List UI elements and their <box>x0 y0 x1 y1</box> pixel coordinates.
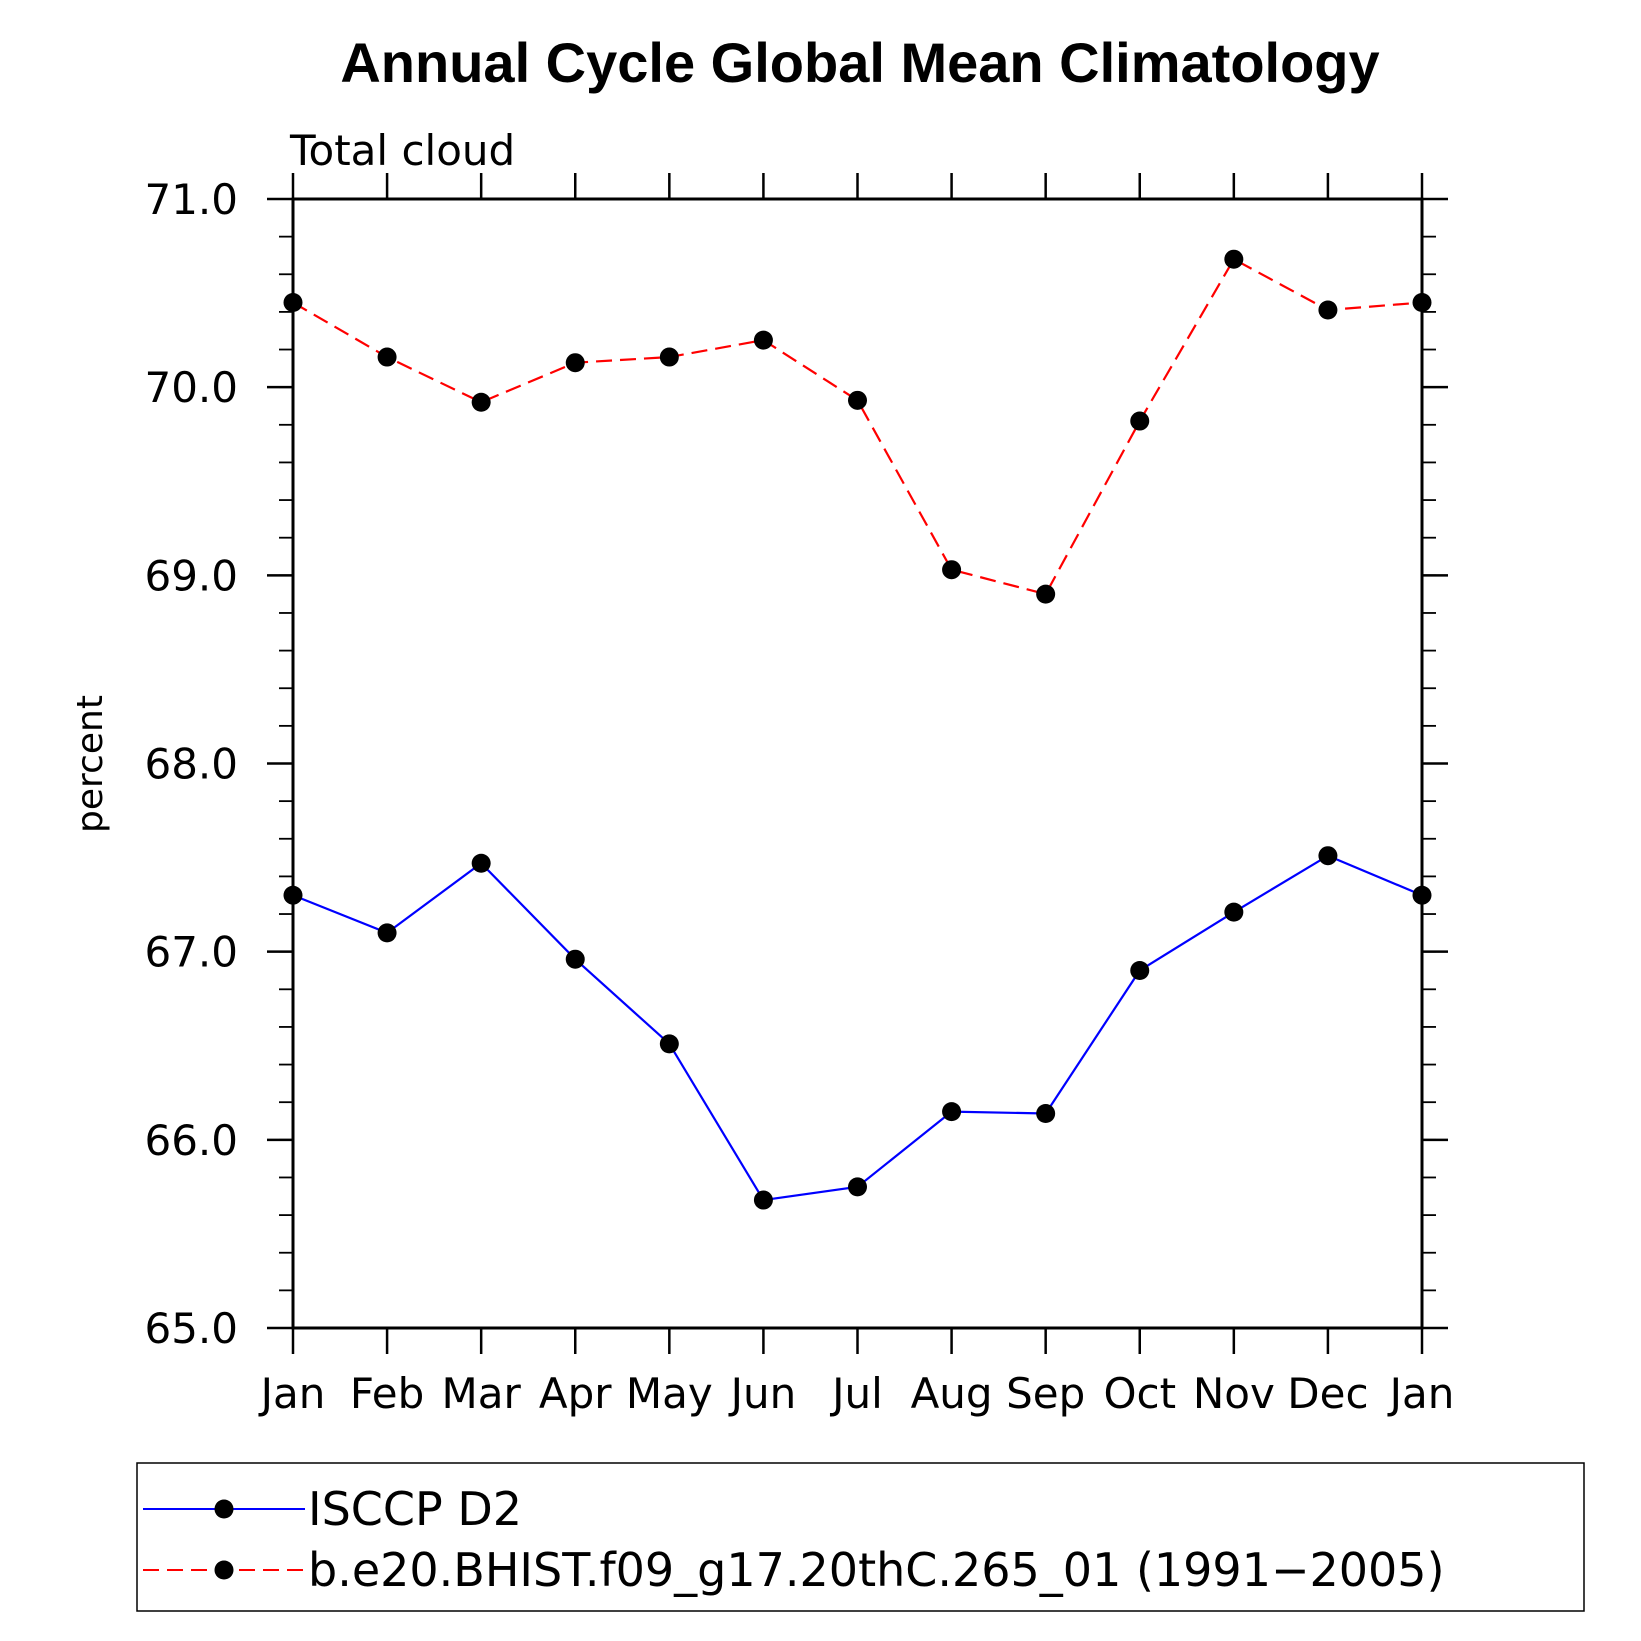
data-point <box>471 392 491 412</box>
data-point <box>1130 960 1150 980</box>
x-tick-label: Jul <box>829 1369 883 1418</box>
x-tick-label: Dec <box>1287 1369 1368 1418</box>
legend: ISCCP D2 b.e20.BHIST.f09_g17.20thC.265_0… <box>136 1462 1585 1612</box>
y-tick-label: 70.0 <box>144 363 238 412</box>
data-point <box>1224 249 1244 269</box>
data-point <box>1412 885 1432 905</box>
data-point <box>659 347 679 367</box>
data-point <box>565 949 585 969</box>
x-tick-label: Jan <box>1387 1369 1455 1418</box>
y-tick-label: 66.0 <box>144 1116 238 1165</box>
x-tick-label: Oct <box>1103 1369 1176 1418</box>
plot-frame <box>291 197 1424 1330</box>
axes: Jan Feb Mar Apr May Jun Jul Aug Sep Oct Nov Dec Jan 6… <box>144 173 1454 1418</box>
x-tick-label: Apr <box>539 1369 612 1418</box>
data-point <box>377 923 397 943</box>
data-point <box>942 560 962 580</box>
data-point <box>1224 902 1244 922</box>
series-group <box>283 249 1432 1210</box>
data-point <box>1412 292 1432 312</box>
data-point <box>1036 584 1056 604</box>
x-tick-label: Jun <box>728 1369 797 1418</box>
x-tick-label: Jan <box>258 1369 326 1418</box>
y-tick-label: 67.0 <box>144 928 238 977</box>
y-tick-label: 68.0 <box>144 740 238 789</box>
data-point <box>377 347 397 367</box>
legend-label-model: b.e20.BHIST.f09_g17.20thC.265_01 (1991−2… <box>308 1543 1445 1597</box>
data-point <box>1318 300 1338 320</box>
data-point <box>753 330 773 350</box>
data-point <box>1036 1103 1056 1123</box>
x-tick-label: Nov <box>1193 1369 1275 1418</box>
chart-title: Annual Cycle Global Mean Climatology <box>340 31 1379 94</box>
x-tick-label: Sep <box>1006 1369 1085 1418</box>
y-tick-label: 71.0 <box>144 175 238 224</box>
series-line-1 <box>292 257 1423 596</box>
data-point <box>283 292 303 312</box>
x-tick-label: Feb <box>350 1369 424 1418</box>
chart-subtitle: Total cloud <box>289 126 515 175</box>
y-axis-label: percent <box>70 695 111 833</box>
data-point <box>753 1190 773 1210</box>
data-point <box>1318 846 1338 866</box>
legend-marker-isccp <box>214 1499 234 1519</box>
data-point <box>659 1034 679 1054</box>
x-tick-label: Mar <box>442 1369 522 1418</box>
series-line-0 <box>292 854 1423 1202</box>
legend-label-isccp: ISCCP D2 <box>308 1482 522 1536</box>
x-tick-label: Aug <box>911 1369 993 1418</box>
legend-box <box>136 1462 1585 1612</box>
data-point <box>1130 411 1150 431</box>
data-point <box>471 853 491 873</box>
y-tick-label: 65.0 <box>144 1304 238 1353</box>
data-point <box>565 353 585 373</box>
data-point <box>283 885 303 905</box>
data-point <box>942 1102 962 1122</box>
y-tick-label: 69.0 <box>144 551 238 600</box>
x-tick-label: May <box>626 1369 713 1418</box>
legend-marker-model <box>214 1560 234 1580</box>
data-point <box>848 390 867 410</box>
data-point <box>848 1177 867 1197</box>
